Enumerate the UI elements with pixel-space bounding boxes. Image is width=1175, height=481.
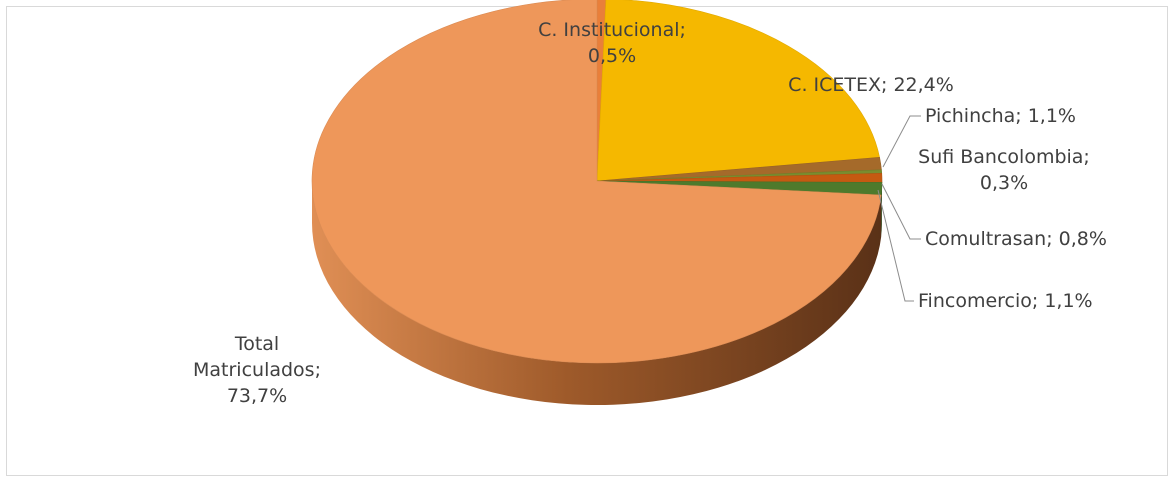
slice-total-matriculados: [311, 0, 882, 364]
data-label-c-icetex: C. ICETEX; 22,4%: [788, 74, 954, 96]
data-label-c-institucional: C. Institucional; 0,5%: [538, 19, 686, 67]
data-label-comultrasan: Comultrasan; 0,8%: [925, 228, 1107, 250]
slice-side-total-matriculados: [312, 181, 882, 406]
slice-side-fincomercio: [881, 182, 882, 238]
leader-line-fincomercio: [877, 189, 914, 302]
data-label-total-matriculados: Total Matriculados; 73,7%: [193, 333, 321, 407]
leader-line-comultrasan: [881, 183, 921, 240]
data-label-sufi-bancolombia: Sufi Bancolombia; 0,3%: [918, 146, 1090, 194]
leader-line-pichincha: [882, 115, 921, 168]
data-label-fincomercio: Fincomercio; 1,1%: [918, 290, 1093, 312]
data-label-pichincha: Pichincha; 1,1%: [925, 105, 1076, 127]
slice-c-icetex: [596, 0, 880, 182]
